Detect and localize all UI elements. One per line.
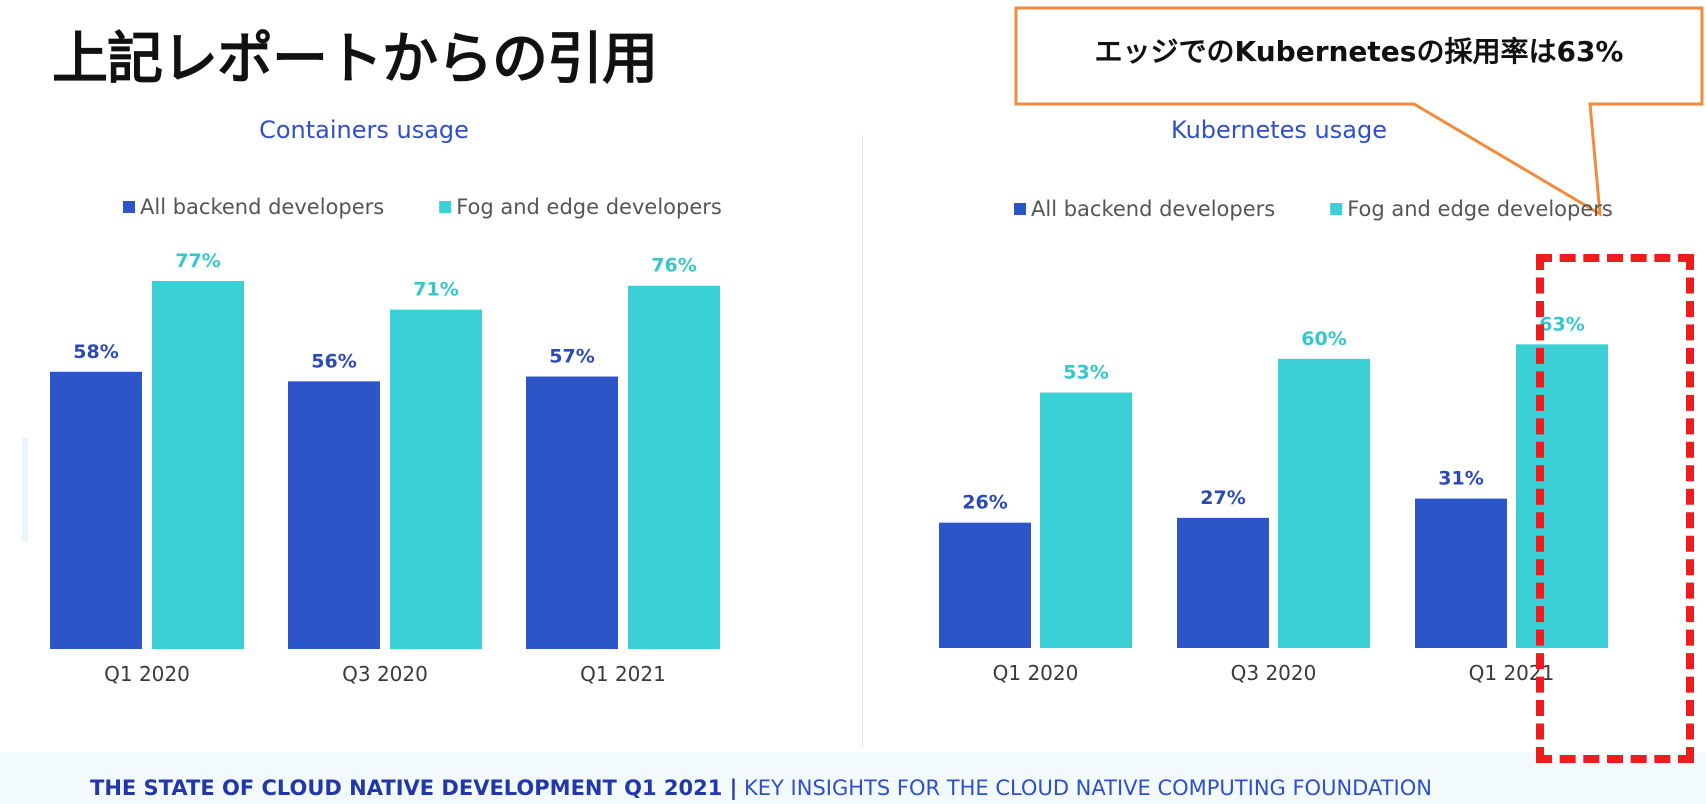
data-label: 58%	[73, 341, 118, 363]
data-label: 63%	[1539, 313, 1584, 335]
x-tick-label: Q1 2020	[993, 661, 1079, 685]
legend-label: All backend developers	[140, 195, 384, 219]
containers-usage-chart: Containers usage All backend developers Fo…	[50, 116, 722, 686]
bar	[50, 371, 142, 649]
data-label: 71%	[413, 279, 458, 301]
legend-swatch	[123, 201, 135, 213]
x-tick-label: Q1 2021	[1469, 661, 1555, 685]
data-label: 53%	[1063, 362, 1108, 384]
data-label: 77%	[175, 250, 220, 272]
data-label: 60%	[1301, 328, 1346, 350]
bar	[1040, 392, 1132, 648]
chart-divider	[862, 135, 863, 747]
data-label: 57%	[549, 346, 594, 368]
footer-bold: THE STATE OF CLOUD NATIVE DEVELOPMENT Q1…	[90, 776, 738, 800]
bar	[390, 309, 482, 649]
footer-text: THE STATE OF CLOUD NATIVE DEVELOPMENT Q1…	[90, 776, 1432, 800]
bar	[1177, 517, 1269, 648]
kubernetes-usage-chart: Kubernetes usage All backend developers Fo…	[939, 116, 1613, 685]
left-accent-strip	[22, 438, 28, 542]
chart-title: Kubernetes usage	[1171, 116, 1387, 144]
x-tick-label: Q1 2021	[580, 662, 666, 686]
chart-title: Containers usage	[259, 116, 469, 144]
data-label: 31%	[1438, 468, 1483, 490]
legend-label: All backend developers	[1031, 197, 1275, 221]
footer-band	[0, 752, 1706, 804]
bar	[939, 522, 1031, 648]
data-label: 56%	[311, 350, 356, 372]
bar	[526, 376, 618, 649]
bar	[1415, 498, 1507, 648]
page-title: 上記レポートからの引用	[52, 27, 658, 92]
bar	[288, 381, 380, 649]
x-tick-label: Q3 2020	[342, 662, 428, 686]
legend-swatch	[1014, 203, 1026, 215]
bar	[1516, 344, 1608, 648]
legend-swatch	[1330, 203, 1343, 215]
data-label: 27%	[1200, 487, 1245, 509]
data-label: 26%	[962, 492, 1007, 514]
callout-text: エッジでのKubernetesの採用率は63%	[1094, 35, 1624, 68]
footer-normal: KEY INSIGHTS FOR THE CLOUD NATIVE COMPUT…	[737, 776, 1432, 800]
bar	[628, 285, 720, 649]
legend-label: Fog and edge developers	[1347, 197, 1613, 221]
legend-swatch	[439, 201, 452, 213]
x-tick-label: Q1 2020	[104, 662, 190, 686]
legend-label: Fog and edge developers	[456, 195, 722, 219]
bar	[152, 280, 244, 649]
x-tick-label: Q3 2020	[1231, 661, 1317, 685]
bar	[1278, 358, 1370, 648]
data-label: 76%	[651, 255, 696, 277]
